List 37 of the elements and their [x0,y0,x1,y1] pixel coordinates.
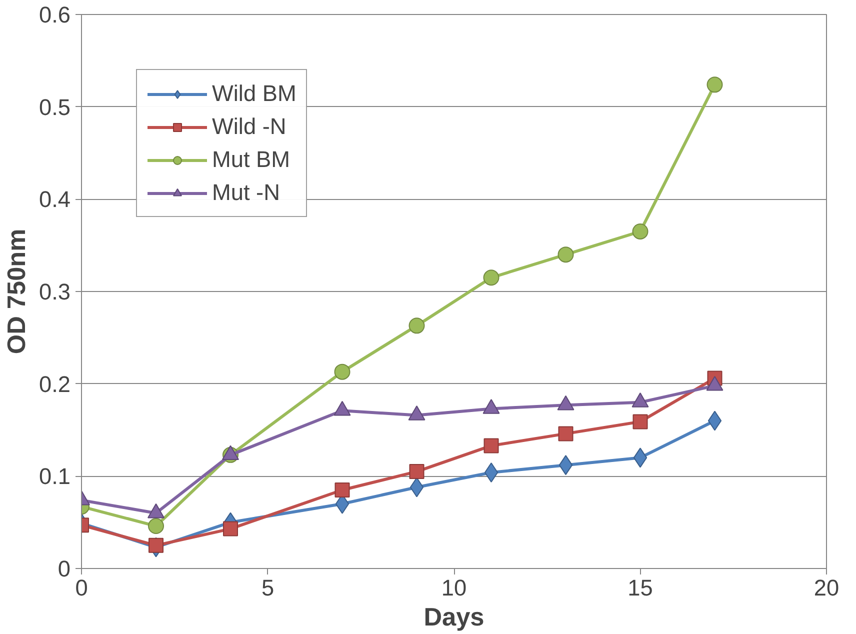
point [484,462,498,482]
point [632,224,648,240]
x-tick-label: 0 [75,574,88,600]
point [409,464,424,480]
x-tick-label: 15 [628,574,653,600]
point [706,76,723,93]
y-tick-label: 0.4 [39,186,71,212]
y-tick-label: 0.6 [39,2,71,28]
point [410,477,424,498]
y-tick-label: 0.2 [39,370,71,397]
x-tick-label: 10 [441,574,467,600]
legend-label: Mut BM [212,146,290,173]
y-tick-label: 0.3 [39,278,71,304]
point [484,438,499,454]
point [632,414,648,430]
point [148,538,164,553]
y-tick-label: 0.1 [39,463,71,490]
point [558,246,574,263]
point [148,518,164,534]
y-tick-label: 0.5 [39,94,71,120]
legend-label: Mut -N [212,179,280,206]
x-axis-title: Days [424,604,484,632]
y-axis-title: OD 750nm [3,228,32,354]
legend-label: Wild BM [212,80,296,107]
legend-label: Wild -N [212,113,286,140]
point [558,455,573,476]
x-tick-label: 5 [261,574,274,600]
point [708,410,722,431]
x-tick-label: 20 [814,574,840,600]
point [408,318,425,334]
point [334,482,350,498]
point [483,270,500,286]
point [223,521,238,536]
point [633,448,648,468]
point [334,364,350,380]
point [558,426,574,442]
y-tick-label: 0 [58,556,71,582]
